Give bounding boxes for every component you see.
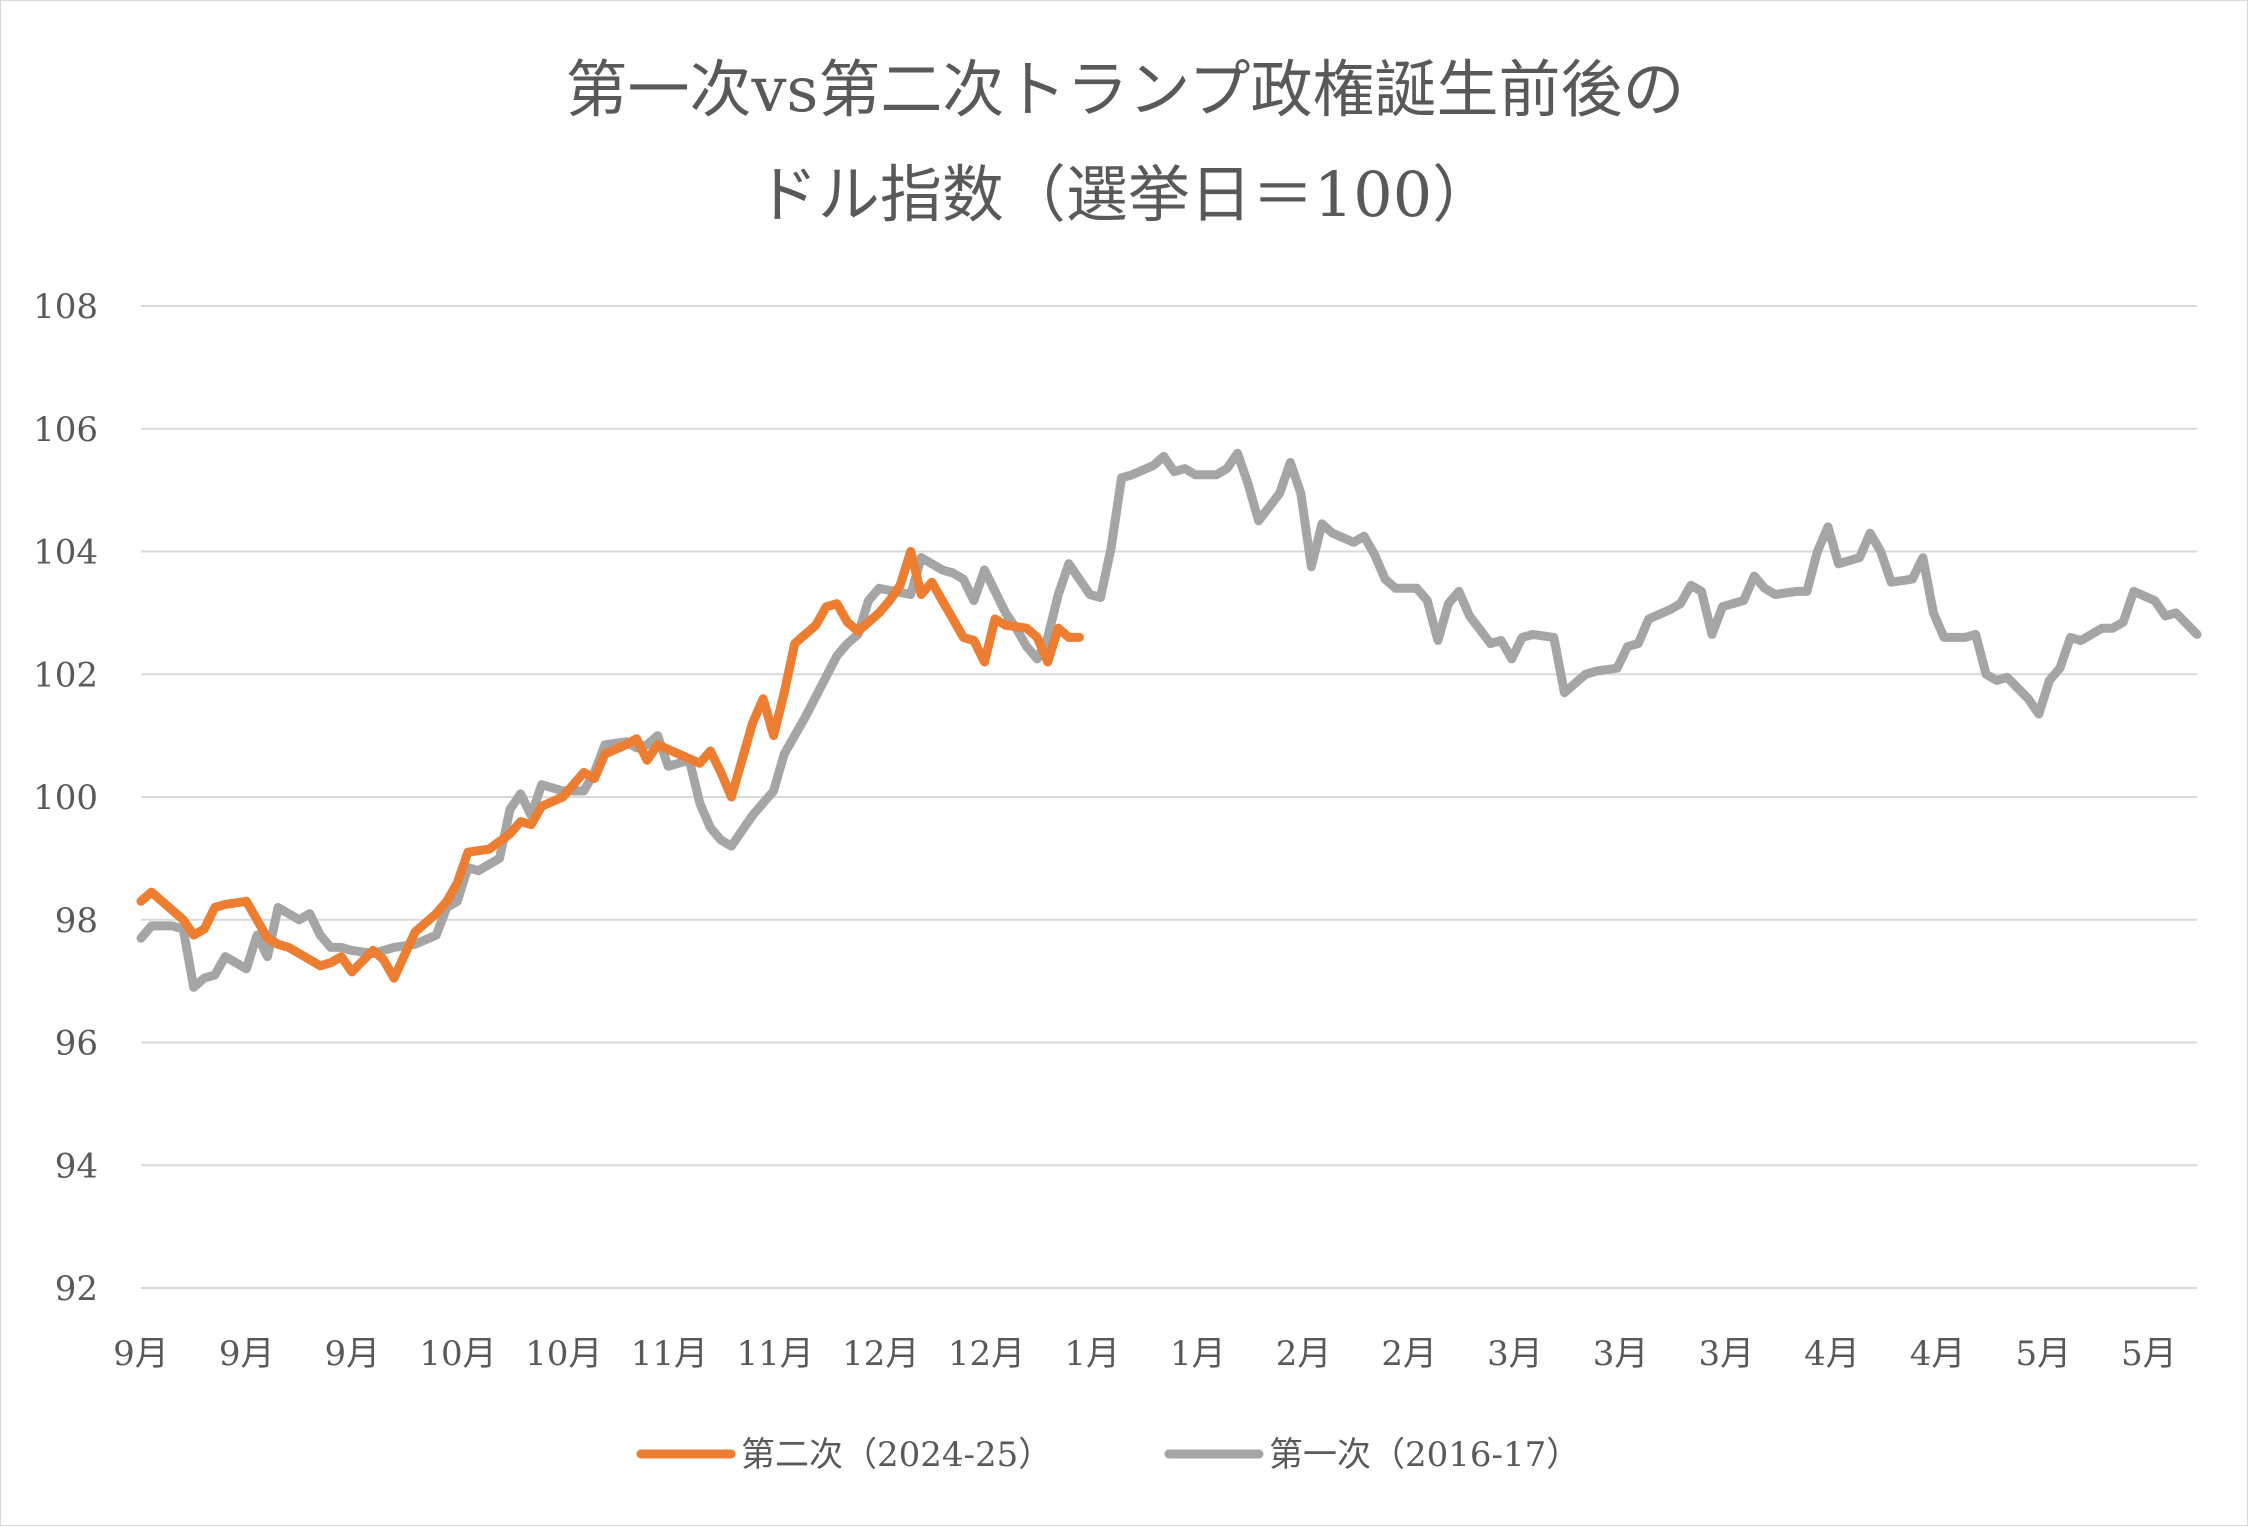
chart-title-line-1: 第一次vs第二次トランプ政権誕生前後の	[566, 53, 1685, 126]
y-tick-label: 108	[33, 287, 98, 327]
x-tick-label: 5月	[2121, 1334, 2177, 1374]
y-tick-label: 102	[33, 655, 98, 695]
x-tick-label: 9月	[219, 1334, 275, 1374]
series-lines	[136, 448, 2202, 992]
chart-title-line-2: ドル指数（選挙日＝100）	[756, 158, 1494, 231]
x-tick-label: 4月	[1910, 1334, 1966, 1374]
x-tick-label: 1月	[1170, 1334, 1226, 1374]
x-tick-label: 12月	[842, 1334, 919, 1374]
y-tick-label: 100	[33, 778, 98, 818]
x-tick-label: 3月	[1487, 1334, 1543, 1374]
y-tick-label: 94	[55, 1146, 98, 1186]
x-tick-label: 9月	[325, 1334, 381, 1374]
legend: 第二次（2024-25） 第一次（2016-17）	[636, 1435, 1580, 1475]
x-tick-label: 5月	[2015, 1334, 2071, 1374]
y-tick-label: 92	[55, 1269, 98, 1309]
x-tick-label: 2月	[1381, 1334, 1437, 1374]
series-line-1	[136, 448, 2202, 992]
y-tick-label: 104	[33, 533, 98, 573]
x-tick-label: 2月	[1276, 1334, 1332, 1374]
y-tick-label: 98	[55, 901, 98, 941]
legend-label-0: 第二次（2024-25）	[741, 1435, 1052, 1475]
x-tick-label: 9月	[113, 1334, 169, 1374]
x-tick-label: 11月	[736, 1334, 813, 1374]
gridlines	[141, 305, 2197, 1289]
x-tick-label: 10月	[525, 1334, 602, 1374]
x-tick-label: 10月	[419, 1334, 496, 1374]
x-axis-ticks: 9月 9月 9月 10月 10月 11月 11月 12月 12月 1月 1月 2月 2月 3月 3月 3月 4月…	[113, 1334, 2177, 1374]
series-line-0	[136, 547, 1084, 983]
x-tick-label: 11月	[631, 1334, 708, 1374]
x-tick-label: 12月	[948, 1334, 1025, 1374]
y-tick-label: 106	[33, 410, 98, 450]
x-tick-label: 3月	[1698, 1334, 1754, 1374]
x-tick-label: 3月	[1593, 1334, 1649, 1374]
legend-label-1: 第一次（2016-17）	[1269, 1435, 1580, 1475]
y-tick-label: 96	[55, 1024, 98, 1064]
y-axis-ticks: 92 94 96 98 100 102 104 106 108	[33, 287, 98, 1309]
x-tick-label: 4月	[1804, 1334, 1860, 1374]
x-tick-label: 1月	[1064, 1334, 1120, 1374]
